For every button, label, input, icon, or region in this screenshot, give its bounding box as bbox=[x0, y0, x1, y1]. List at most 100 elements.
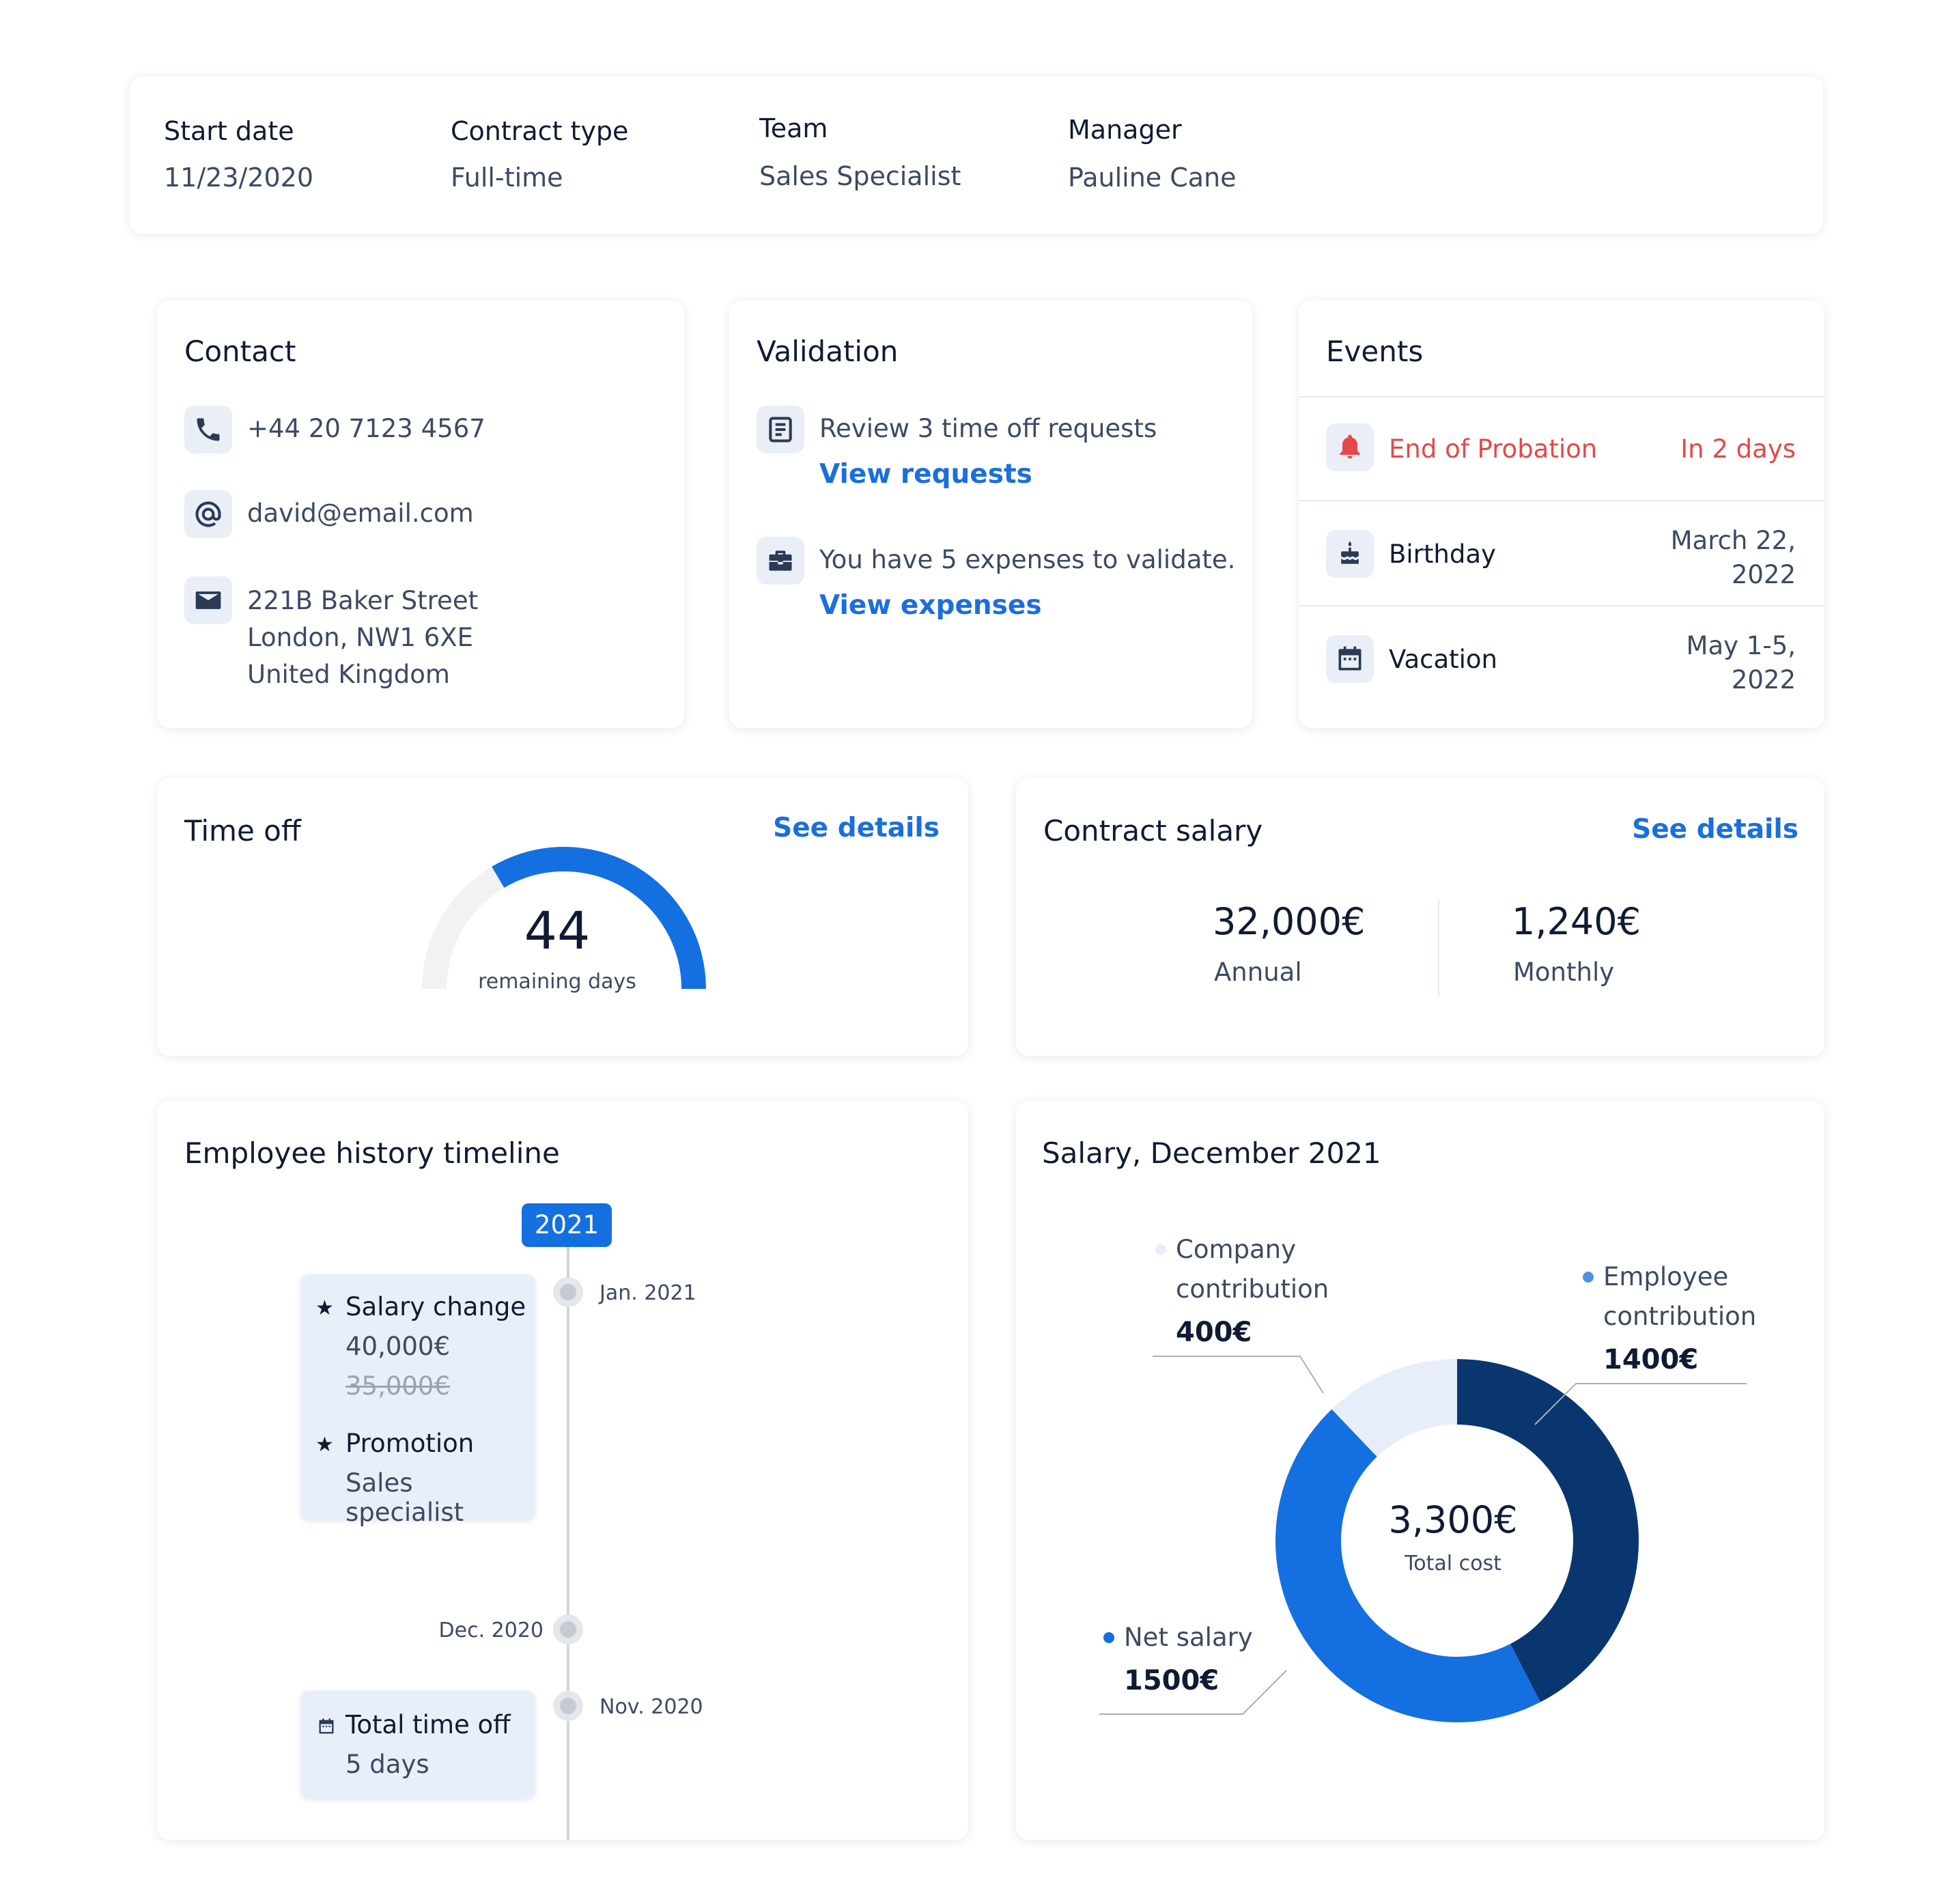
monthly-salary-label: Monthly bbox=[1513, 957, 1615, 987]
contract-type-label: Contract type bbox=[451, 116, 629, 146]
company-contribution-label-line-2: contribution bbox=[1176, 1274, 1329, 1304]
salary-chart-title: Salary, December 2021 bbox=[1042, 1136, 1381, 1170]
at-icon bbox=[184, 490, 232, 538]
event-probation-date: In 2 days bbox=[1680, 434, 1796, 464]
team-label: Team bbox=[759, 113, 828, 143]
event-birthday-date-line-2: 2022 bbox=[1731, 560, 1796, 589]
employee-contribution-label-line-1: Employee bbox=[1603, 1262, 1729, 1291]
total-time-off-title: Total time off bbox=[346, 1710, 511, 1739]
events-divider-2 bbox=[1299, 500, 1824, 501]
contact-title: Contact bbox=[184, 335, 296, 368]
phone-icon bbox=[184, 406, 232, 453]
view-expenses-link[interactable]: View expenses bbox=[819, 590, 1042, 621]
timeline-date-dec: Dec. 2020 bbox=[438, 1619, 544, 1642]
salary-divider bbox=[1438, 899, 1439, 997]
gauge-fill bbox=[492, 847, 706, 990]
events-title: Events bbox=[1326, 335, 1424, 368]
email-address[interactable]: david@email.com bbox=[247, 499, 474, 528]
salary-chart-card: Salary, December 2021 3,300€ Total cost … bbox=[1016, 1101, 1824, 1840]
time-off-see-details-link[interactable]: See details bbox=[773, 813, 940, 843]
contract-salary-title: Contract salary bbox=[1043, 814, 1263, 848]
leader-line-employee bbox=[1534, 1383, 1747, 1425]
summary-card: Start date 11/23/2020 Contract type Full… bbox=[130, 76, 1823, 234]
net-salary-value: 1500€ bbox=[1124, 1665, 1219, 1696]
contract-salary-card: Contract salary See details 32,000€ Annu… bbox=[1016, 779, 1824, 1056]
event-vacation-name[interactable]: Vacation bbox=[1389, 645, 1498, 674]
net-salary-legend-dot bbox=[1103, 1632, 1114, 1643]
donut-center-value: 3,300€ bbox=[1388, 1498, 1518, 1541]
timeline-dot-jan bbox=[553, 1277, 583, 1307]
events-divider-3 bbox=[1299, 605, 1824, 606]
time-off-remaining-value: 44 bbox=[524, 900, 591, 961]
time-off-title: Time off bbox=[184, 814, 301, 848]
event-birthday-name[interactable]: Birthday bbox=[1389, 540, 1496, 569]
calendar-icon bbox=[319, 1718, 334, 1734]
bell-icon bbox=[1326, 423, 1374, 471]
company-contribution-label-line-1: Company bbox=[1176, 1235, 1297, 1264]
promotion-title: Promotion bbox=[346, 1429, 475, 1458]
timeline-dot-dec bbox=[553, 1614, 583, 1644]
annual-salary-value: 32,000€ bbox=[1213, 900, 1366, 943]
event-birthday-date-line-1: March 22, bbox=[1670, 526, 1796, 555]
timeline-card: Employee history timeline 2021 Jan. 2021… bbox=[157, 1101, 968, 1840]
timeline-date-jan: Jan. 2021 bbox=[600, 1281, 696, 1305]
timeline-line bbox=[567, 1244, 569, 1840]
promotion-value: Sales specialist bbox=[346, 1468, 464, 1527]
company-contribution-value: 400€ bbox=[1176, 1317, 1252, 1348]
company-legend-dot bbox=[1155, 1244, 1166, 1255]
address-line-1: 221B Baker Street bbox=[247, 586, 479, 615]
events-divider-1 bbox=[1299, 396, 1824, 397]
leader-line-net bbox=[1099, 1670, 1287, 1715]
validation-title: Validation bbox=[757, 335, 899, 368]
time-off-remaining-label: remaining days bbox=[478, 970, 636, 994]
timeline-event-card-time-off[interactable]: Total time off 5 days bbox=[300, 1691, 535, 1799]
validation-item-1-text: Review 3 time off requests bbox=[819, 414, 1157, 443]
star-icon: ★ bbox=[315, 1433, 334, 1457]
timeline-title: Employee history timeline bbox=[184, 1136, 560, 1170]
monthly-salary-value: 1,240€ bbox=[1512, 900, 1641, 943]
star-icon: ★ bbox=[315, 1296, 334, 1320]
team-value: Sales Specialist bbox=[759, 161, 961, 191]
event-vacation-date-line-1: May 1-5, bbox=[1686, 631, 1796, 660]
start-date-label: Start date bbox=[164, 116, 294, 146]
manager-label: Manager bbox=[1068, 115, 1182, 145]
total-time-off-value: 5 days bbox=[346, 1750, 429, 1779]
timeline-event-card-salary[interactable]: ★ Salary change 40,000€ 35,000€ ★ Promot… bbox=[300, 1274, 535, 1527]
event-vacation-date-line-2: 2022 bbox=[1731, 665, 1796, 695]
donut-center-label: Total cost bbox=[1405, 1552, 1501, 1576]
timeline-date-nov: Nov. 2020 bbox=[600, 1695, 703, 1719]
leader-line-company bbox=[1153, 1356, 1324, 1394]
time-off-gauge bbox=[422, 847, 706, 990]
salary-change-title: Salary change bbox=[346, 1292, 526, 1321]
cake-icon bbox=[1326, 530, 1374, 578]
timeline-dot-nov bbox=[553, 1691, 583, 1721]
manager-value: Pauline Cane bbox=[1068, 163, 1237, 193]
phone-number[interactable]: +44 20 7123 4567 bbox=[247, 414, 485, 443]
salary-donut-chart bbox=[1099, 1356, 1747, 1722]
contract-salary-see-details-link[interactable]: See details bbox=[1632, 814, 1799, 845]
validation-item-2-text: You have 5 expenses to validate. bbox=[819, 545, 1236, 574]
donut-slice-employee-contribution[interactable] bbox=[1457, 1359, 1639, 1703]
salary-change-new: 40,000€ bbox=[346, 1332, 451, 1361]
donut-slice-net-salary[interactable] bbox=[1275, 1409, 1540, 1722]
validation-card: Validation Review 3 time off requests Vi… bbox=[729, 300, 1252, 728]
event-probation-name[interactable]: End of Probation bbox=[1389, 434, 1598, 464]
calendar-icon bbox=[1326, 635, 1374, 683]
view-requests-link[interactable]: View requests bbox=[819, 459, 1032, 490]
address-line-3: United Kingdom bbox=[247, 660, 450, 689]
briefcase-icon bbox=[757, 537, 804, 585]
time-off-card: Time off See details 44 remaining days bbox=[157, 779, 968, 1056]
annual-salary-label: Annual bbox=[1214, 957, 1302, 987]
contract-type-value: Full-time bbox=[451, 163, 563, 193]
donut-slice-company-contribution[interactable] bbox=[1331, 1359, 1457, 1457]
employee-contribution-label-line-2: contribution bbox=[1603, 1302, 1757, 1331]
address-line-2: London, NW1 6XE bbox=[247, 623, 473, 652]
mail-icon bbox=[184, 576, 232, 624]
salary-change-old: 35,000€ bbox=[346, 1371, 451, 1401]
timeline-year-badge[interactable]: 2021 bbox=[522, 1203, 612, 1247]
events-card: Events End of Probation In 2 days Birthd… bbox=[1299, 300, 1824, 728]
employee-legend-dot bbox=[1583, 1272, 1594, 1283]
employee-contribution-value: 1400€ bbox=[1603, 1344, 1699, 1375]
document-icon bbox=[757, 406, 804, 453]
net-salary-label: Net salary bbox=[1124, 1623, 1253, 1652]
